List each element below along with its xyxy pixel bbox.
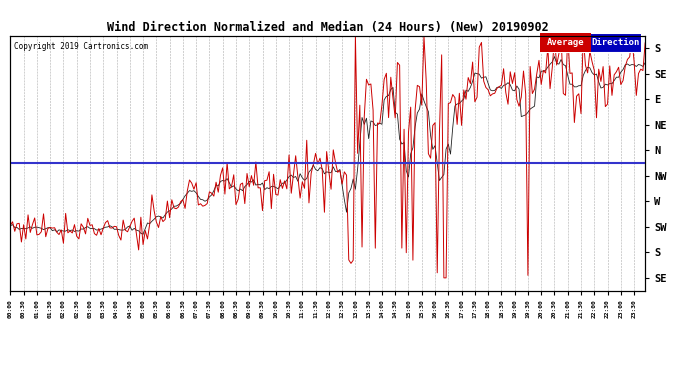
Bar	[540, 33, 591, 52]
Text: Copyright 2019 Cartronics.com: Copyright 2019 Cartronics.com	[14, 42, 148, 51]
Text: Direction: Direction	[591, 38, 640, 47]
Title: Wind Direction Normalized and Median (24 Hours) (New) 20190902: Wind Direction Normalized and Median (24…	[107, 21, 549, 34]
Bar	[540, 33, 641, 52]
Text: Average: Average	[546, 38, 584, 47]
